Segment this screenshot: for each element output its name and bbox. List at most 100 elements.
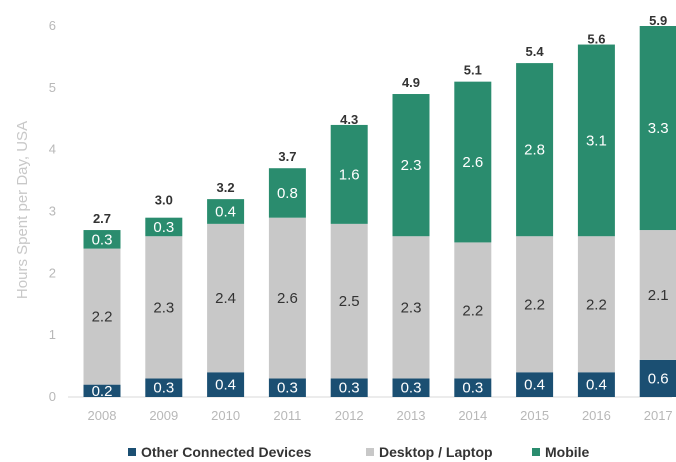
bar-segment bbox=[454, 378, 492, 397]
y-tick-label: 5 bbox=[49, 80, 56, 95]
segment-value-label: 0.2 bbox=[92, 383, 113, 400]
bar-segment bbox=[83, 384, 121, 397]
bar-segment bbox=[516, 63, 554, 237]
segment-value-label: 2.2 bbox=[462, 302, 483, 319]
x-tick-label: 2008 bbox=[88, 408, 117, 423]
segment-value-label: 2.6 bbox=[462, 154, 483, 171]
bar-segment bbox=[207, 223, 245, 373]
bar-segment bbox=[145, 378, 183, 397]
x-tick-label: 2012 bbox=[335, 408, 364, 423]
segment-value-label: 2.3 bbox=[153, 299, 174, 316]
y-tick-label: 6 bbox=[49, 18, 56, 33]
bar-segment bbox=[330, 223, 368, 379]
bars: 0.2 2.2 0.3 0.3 2.3 0.3 0.4 2.4 0.4 0.3 2.6 0.8 0.3 2… bbox=[83, 26, 676, 400]
y-axis-label: Hours Spent per Day, USA bbox=[14, 121, 31, 299]
segment-value-label: 0.3 bbox=[153, 380, 174, 397]
bar-segment bbox=[392, 378, 430, 397]
y-tick-label: 4 bbox=[49, 142, 56, 157]
segment-value-label: 0.4 bbox=[215, 377, 236, 394]
bar-segment bbox=[83, 248, 121, 385]
segment-value-label: 0.8 bbox=[277, 185, 298, 202]
y-tick-label: 0 bbox=[49, 389, 56, 404]
segment-value-label: 2.2 bbox=[92, 309, 113, 326]
segment-value-label: 2.3 bbox=[401, 157, 422, 174]
segment-value-label: 0.4 bbox=[215, 204, 236, 221]
total-value-label: 2.7 bbox=[93, 211, 111, 226]
bar-segment bbox=[83, 230, 121, 249]
y-tick-label: 2 bbox=[49, 265, 56, 280]
bar-segment bbox=[392, 236, 430, 379]
bar-segment bbox=[268, 378, 306, 397]
bar-segment bbox=[516, 236, 554, 373]
bar-segment bbox=[639, 26, 676, 231]
x-tick-label: 2009 bbox=[149, 408, 178, 423]
x-tick-label: 2014 bbox=[458, 408, 487, 423]
bar-segment bbox=[268, 217, 306, 379]
bar-segment bbox=[454, 242, 492, 379]
bar-segment bbox=[577, 372, 615, 397]
segment-value-label: 2.1 bbox=[648, 287, 669, 304]
legend-swatch bbox=[366, 448, 374, 456]
segment-value-label: 0.3 bbox=[153, 219, 174, 236]
bar-segment bbox=[145, 236, 183, 379]
legend-swatch bbox=[128, 448, 136, 456]
bar-segment bbox=[577, 236, 615, 373]
bar-segment bbox=[145, 217, 183, 237]
total-value-label: 4.9 bbox=[402, 75, 420, 90]
segment-value-label: 3.3 bbox=[648, 120, 669, 137]
legend-label: Desktop / Laptop bbox=[379, 444, 493, 460]
total-value-label: 3.7 bbox=[278, 149, 296, 164]
bar-segment bbox=[639, 359, 676, 397]
bar-segment bbox=[268, 168, 306, 218]
total-value-label: 3.0 bbox=[155, 193, 173, 208]
total-value-label: 5.1 bbox=[464, 63, 482, 78]
y-tick-label: 1 bbox=[49, 327, 56, 342]
y-tick-label: 3 bbox=[49, 204, 56, 219]
segment-value-label: 1.6 bbox=[339, 166, 360, 183]
x-tick-label: 2013 bbox=[397, 408, 426, 423]
bar-segment bbox=[454, 81, 492, 243]
x-tick-label: 2017 bbox=[644, 408, 673, 423]
total-value-label: 5.9 bbox=[649, 13, 667, 28]
bar-segment bbox=[639, 230, 676, 360]
bar-segment bbox=[207, 199, 245, 224]
segment-value-label: 0.3 bbox=[277, 380, 298, 397]
bar-segment bbox=[330, 378, 368, 397]
segment-value-label: 0.3 bbox=[339, 380, 360, 397]
legend: Other Connected Devices Desktop / Laptop M… bbox=[128, 444, 590, 460]
segment-value-label: 2.5 bbox=[339, 293, 360, 310]
segment-value-label: 2.4 bbox=[215, 290, 236, 307]
segment-value-label: 0.3 bbox=[401, 380, 422, 397]
segment-value-label: 2.2 bbox=[586, 296, 607, 313]
legend-label: Mobile bbox=[545, 444, 590, 460]
bar-segment bbox=[330, 124, 368, 224]
segment-value-label: 2.6 bbox=[277, 290, 298, 307]
segment-value-label: 0.6 bbox=[648, 370, 669, 387]
total-value-label: 5.4 bbox=[526, 44, 545, 59]
y-axis-ticks: 0 1 2 3 4 5 6 bbox=[49, 18, 56, 404]
segment-value-label: 3.1 bbox=[586, 132, 607, 149]
bar-segment bbox=[207, 372, 245, 397]
bar-segment bbox=[577, 44, 615, 237]
x-tick-label: 2010 bbox=[211, 408, 240, 423]
legend-swatch bbox=[532, 448, 540, 456]
segment-value-label: 2.8 bbox=[524, 142, 545, 159]
total-value-label: 3.2 bbox=[217, 180, 235, 195]
x-axis-ticks: 2008 2009 2010 2011 2012 2013 2014 2015 2016 2017 bbox=[88, 408, 673, 423]
segment-value-label: 2.2 bbox=[524, 296, 545, 313]
segment-value-label: 0.4 bbox=[586, 377, 607, 394]
legend-label: Other Connected Devices bbox=[141, 444, 312, 460]
segment-value-label: 0.3 bbox=[462, 380, 483, 397]
bar-segment bbox=[392, 94, 430, 237]
bar-segment bbox=[516, 372, 554, 397]
x-tick-label: 2016 bbox=[582, 408, 611, 423]
total-labels: 2.7 3.0 3.2 3.7 4.3 4.9 5.1 5.4 5.6 5.9 bbox=[93, 13, 667, 226]
x-tick-label: 2011 bbox=[273, 408, 301, 423]
segment-value-label: 2.3 bbox=[401, 299, 422, 316]
segment-value-label: 0.4 bbox=[524, 377, 545, 394]
total-value-label: 4.3 bbox=[340, 112, 358, 127]
segment-value-label: 0.3 bbox=[92, 231, 113, 248]
x-tick-label: 2015 bbox=[520, 408, 549, 423]
